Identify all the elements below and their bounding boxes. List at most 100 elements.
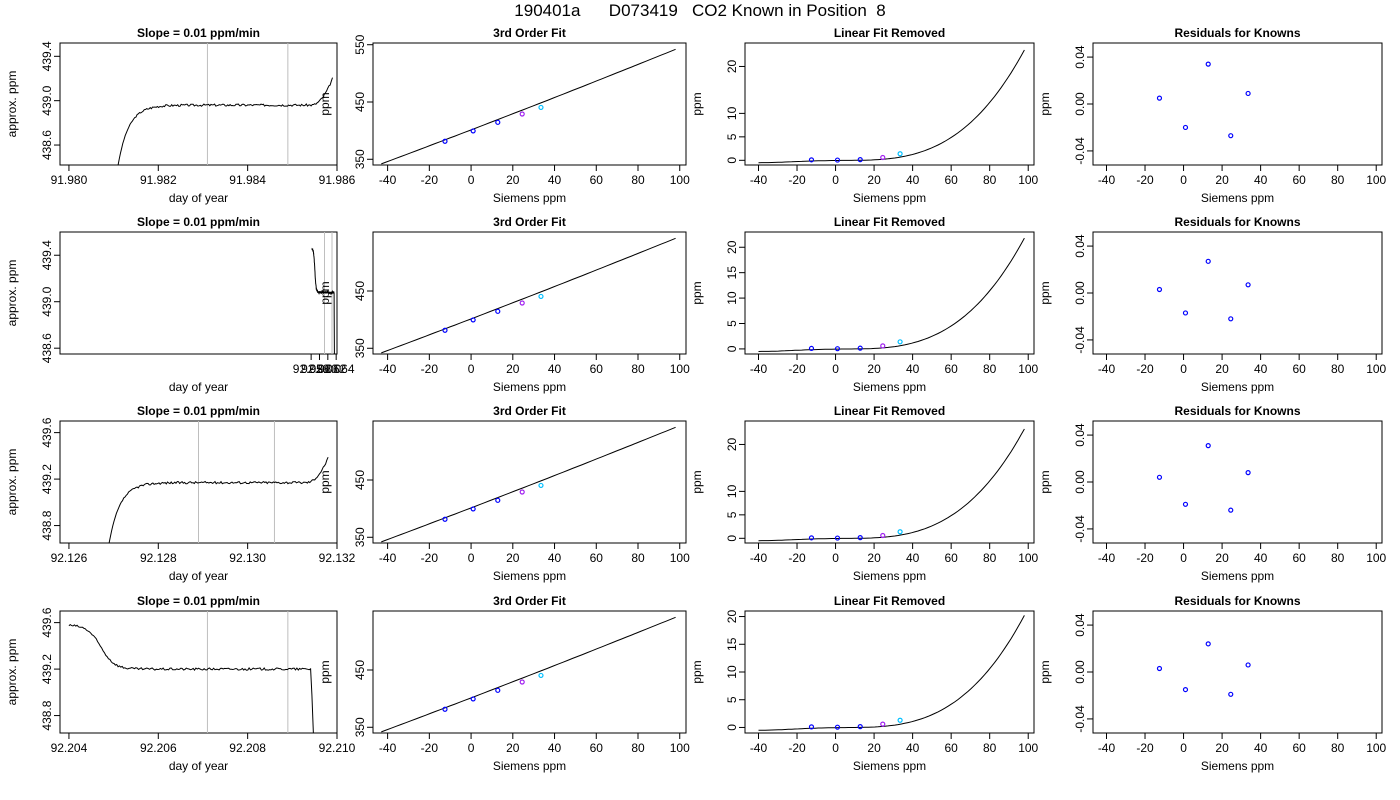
x-tick-label: 91.980 [51,173,88,187]
y-tick-label: 5 [725,696,739,703]
x-tick-label: 60 [590,173,604,187]
known-point [470,317,476,323]
fit-curve [381,426,676,543]
x-tick-label: 80 [983,741,997,755]
x-tick-label: 80 [1331,741,1345,755]
x-tick-label: 20 [506,173,520,187]
x-tick-label: 60 [590,362,604,376]
y-axis-label: ppm [318,660,332,683]
x-tick-label: -40 [750,173,768,187]
x-axis-label: Siemens ppm [853,759,926,773]
plot-area [758,615,1025,731]
x-tick-label: 92.132 [319,551,356,565]
lin-panel-row-3: Linear Fit Removed -40 -20 0 20 40 60 80 100 0 5 10… [690,404,1039,583]
x-tick-label: 80 [631,173,645,187]
x-axis-label: Siemens ppm [1201,759,1274,773]
x-tick-label: 60 [944,362,958,376]
y-axis-label: ppm [318,470,332,493]
x-tick-label: 0 [468,551,475,565]
res-panel-row-2: Residuals for Knowns -40 -20 0 20 40 60 80 100 -0… [1038,215,1387,394]
y-tick-label: 350 [353,338,367,358]
approx-ppm-trace [108,457,329,543]
x-tick-label: 92.062 [309,362,346,376]
y-tick-label: -0.04 [1073,515,1087,543]
residual-point [1245,470,1251,476]
known-point [897,151,903,157]
x-tick-label: 91.986 [319,173,356,187]
known-point [495,497,501,503]
x-tick-label: 60 [1292,362,1306,376]
known-point [897,529,903,535]
x-tick-label: 0 [468,362,475,376]
residual-point [1156,665,1163,672]
plot-area [381,616,676,733]
y-tick-label: 0.00 [1073,660,1087,684]
y-tick-label: 0.04 [1073,45,1087,69]
x-tick-label: 0 [832,173,839,187]
panel-title: 3rd Order Fit [493,594,566,608]
y-tick-label: 438.8 [40,510,54,540]
x-tick-label: -20 [421,362,439,376]
x-tick-label: 40 [906,173,920,187]
residual-cubic-curve [758,49,1025,164]
plot-area [311,232,335,354]
x-tick-label: -20 [1136,551,1154,565]
known-point [495,119,501,125]
x-tick-label: -20 [788,173,806,187]
y-tick-label: 20 [725,610,739,624]
x-tick-label: 20 [1215,173,1229,187]
residual-point [1182,686,1189,693]
x-tick-label: 60 [944,741,958,755]
x-tick-label: -40 [379,551,397,565]
x-tick-label: 60 [1292,173,1306,187]
x-tick-label: 0 [468,173,475,187]
x-tick-label: 91.984 [229,173,266,187]
known-point [897,339,903,345]
y-axis-label: approx. ppm [5,449,19,516]
residual-point [1182,124,1189,131]
x-tick-label: -40 [379,741,397,755]
x-tick-label: 100 [1366,551,1386,565]
y-tick-label: 5 [725,133,739,140]
y-axis-label: approx. ppm [5,260,19,327]
plot-area [381,48,676,165]
y-axis-label: ppm [690,92,704,115]
x-tick-label: -40 [1098,173,1116,187]
y-tick-label: 20 [725,59,739,73]
known-point [808,345,815,352]
x-tick-label: 80 [631,362,645,376]
y-tick-label: 0.04 [1073,613,1087,637]
y-tick-label: -0.04 [1073,705,1087,733]
res-panel-row-3: Residuals for Knowns -40 -20 0 20 40 60 80 100 -0… [1038,404,1387,583]
known-point [538,482,544,489]
approx-ppm-trace [311,247,335,354]
plot-frame [59,610,338,734]
known-point [442,138,448,144]
residual-point [1182,501,1189,507]
y-tick-label: 20 [725,437,739,451]
known-point [834,535,841,541]
x-tick-label: -20 [788,741,806,755]
x-tick-label: 40 [548,551,562,565]
x-tick-label: -40 [750,741,768,755]
plot-area [1156,443,1251,513]
x-tick-label: 100 [1018,551,1038,565]
fit-curve [381,48,676,165]
plot-frame [59,231,338,355]
x-tick-label: 60 [1292,551,1306,565]
y-tick-label: 439.6 [40,417,54,447]
res-panel-row-4: Residuals for Knowns -40 -20 0 20 40 60 80 100 -0… [1038,594,1387,773]
x-axis-label: Siemens ppm [1201,380,1274,394]
known-point [808,724,815,730]
y-tick-label: 439.0 [40,286,54,316]
known-point [442,706,448,712]
x-tick-label: 100 [1018,173,1038,187]
x-tick-label: 100 [1018,741,1038,755]
known-point [470,696,476,702]
x-tick-label: 0 [1180,173,1187,187]
known-point [857,724,863,730]
y-tick-label: 15 [725,637,739,651]
known-point [442,327,448,333]
x-tick-label: 40 [548,741,562,755]
known-point [857,535,863,541]
